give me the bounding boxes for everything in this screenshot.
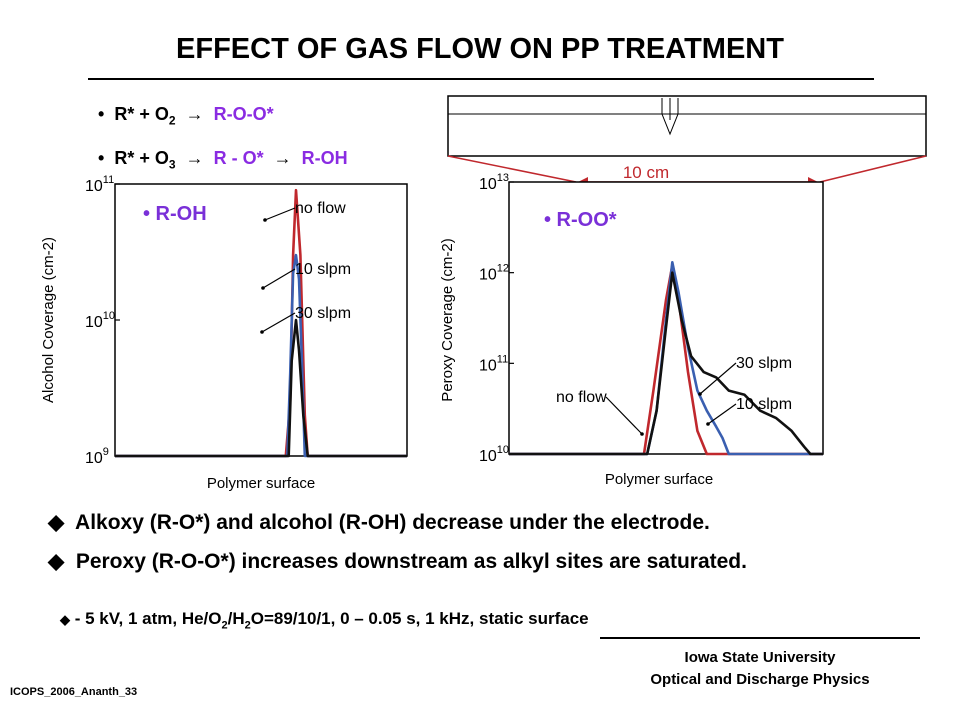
affiliation-line-2: Optical and Discharge Physics bbox=[650, 671, 870, 688]
diamond-bullet-icon: ◆ bbox=[48, 550, 65, 573]
y-tick-exponent: 11 bbox=[497, 353, 508, 365]
finding-2: ◆ Peroxy (R-O-O*) increases downstream a… bbox=[48, 549, 747, 574]
annotation-group: no flow 10 slpm 30 slpm bbox=[260, 200, 351, 334]
y-axis-label: Peroxy Coverage (cm-2) bbox=[439, 238, 456, 401]
y-tick-exponent: 13 bbox=[497, 172, 509, 184]
product-text: R-O-O* bbox=[213, 104, 274, 124]
slide-footer-id: ICOPS_2006_Ananth_33 bbox=[10, 686, 138, 698]
y-tick-label: 109 bbox=[85, 446, 109, 467]
y-tick-label: 1012 bbox=[479, 263, 509, 284]
electrode-box bbox=[447, 95, 927, 157]
annotation-arrowhead-icon bbox=[706, 422, 710, 426]
reaction-line-1: • R* + O2 → R-O-O* bbox=[98, 104, 274, 128]
y-tick-label: 1010 bbox=[85, 310, 115, 331]
subscript: 2 bbox=[244, 619, 251, 632]
subscript: 2 bbox=[221, 619, 228, 632]
annotation-arrowhead-icon bbox=[261, 286, 265, 290]
electrode-tip bbox=[661, 98, 679, 136]
y-tick-label: 1011 bbox=[85, 174, 114, 195]
series-annotation: no flow bbox=[295, 200, 346, 217]
affiliation-rule bbox=[600, 637, 920, 639]
x-axis-label: Polymer surface bbox=[207, 475, 315, 492]
y-tick-base: 10 bbox=[85, 450, 103, 467]
y-tick-base: 10 bbox=[479, 357, 497, 374]
conditions-text: O=89/10/1, 0 – 0.05 s, 1 kHz, static sur… bbox=[250, 609, 589, 628]
reactant-text: R* + O bbox=[114, 148, 169, 168]
subscript: 3 bbox=[168, 157, 176, 172]
annotation-arrowhead-icon bbox=[698, 392, 702, 396]
arrow-right-icon: → bbox=[273, 148, 292, 168]
y-tick-exponent: 10 bbox=[497, 444, 509, 456]
reaction-line-2: • R* + O3 → R - O* → R-OH bbox=[98, 148, 348, 172]
x-axis-label: Polymer surface bbox=[605, 471, 713, 488]
annotation-leader bbox=[261, 312, 296, 333]
inset-label: • R-OO* bbox=[544, 209, 617, 231]
span-label: 10 cm bbox=[623, 163, 669, 182]
y-axis-label: Alcohol Coverage (cm-2) bbox=[40, 237, 57, 403]
annotation-leader bbox=[707, 403, 737, 425]
series-annotation: 10 slpm bbox=[295, 261, 351, 278]
span-line-right bbox=[819, 155, 927, 183]
annotation-leader bbox=[699, 362, 737, 395]
y-tick-label: 1013 bbox=[479, 172, 509, 193]
annotation-leader bbox=[262, 268, 296, 289]
series-group bbox=[509, 261, 823, 456]
product-text: R-OH bbox=[301, 148, 348, 168]
finding-text: Alkoxy (R-O*) and alcohol (R-OH) decreas… bbox=[75, 511, 710, 534]
series-annotation: 10 slpm bbox=[736, 396, 792, 413]
annotation-leader bbox=[605, 396, 643, 435]
span-line-left bbox=[447, 155, 577, 183]
y-tick-label: 1010 bbox=[479, 444, 509, 465]
title-underline bbox=[88, 78, 874, 80]
annotation-arrowhead-icon bbox=[263, 218, 267, 222]
affiliation-line-1: Iowa State University bbox=[684, 649, 836, 666]
bullet: • bbox=[98, 148, 105, 168]
diamond-bullet-icon: ◆ bbox=[48, 511, 65, 534]
y-tick-exponent: 9 bbox=[103, 446, 109, 458]
y-tick-exponent: 12 bbox=[497, 263, 509, 275]
annotation-leader bbox=[264, 207, 296, 221]
conditions-line: ◆ - 5 kV, 1 atm, He/O2/H2O=89/10/1, 0 – … bbox=[60, 609, 589, 631]
series-annotation: 30 slpm bbox=[736, 355, 792, 372]
slide-title: EFFECT OF GAS FLOW ON PP TREATMENT bbox=[176, 33, 784, 65]
y-tick-base: 10 bbox=[479, 267, 497, 284]
y-tick-base: 10 bbox=[479, 448, 497, 465]
series-line-30-slpm bbox=[509, 271, 823, 456]
series-line-30-slpm bbox=[115, 318, 407, 458]
y-tick-base: 10 bbox=[85, 314, 103, 331]
conditions-text: - 5 kV, 1 atm, He/O bbox=[70, 609, 222, 628]
y-tick-exponent: 10 bbox=[103, 310, 115, 322]
arrow-right-icon: → bbox=[185, 148, 204, 168]
annotation-group: no flow 10 slpm 30 slpm bbox=[556, 355, 792, 436]
series-annotation: no flow bbox=[556, 389, 607, 406]
series-group bbox=[115, 188, 407, 458]
intermediate-text: R - O* bbox=[213, 148, 264, 168]
inset-label: • R-OH bbox=[143, 203, 207, 225]
diamond-bullet-icon: ◆ bbox=[60, 612, 70, 627]
y-tick-base: 10 bbox=[85, 178, 103, 195]
y-tick-label: 1011 bbox=[479, 353, 508, 374]
conditions-text: /H bbox=[227, 609, 245, 628]
bullet: • bbox=[98, 104, 105, 124]
annotation-arrowhead-icon bbox=[260, 330, 264, 334]
series-annotation: 30 slpm bbox=[295, 305, 351, 322]
finding-1: ◆ Alkoxy (R-O*) and alcohol (R-OH) decre… bbox=[48, 510, 710, 535]
arrow-right-icon: → bbox=[185, 104, 204, 124]
y-tick-exponent: 11 bbox=[103, 174, 114, 186]
annotation-arrowhead-icon bbox=[640, 432, 644, 436]
reactant-text: R* + O bbox=[114, 104, 169, 124]
y-tick-base: 10 bbox=[479, 176, 497, 193]
subscript: 2 bbox=[168, 113, 176, 128]
finding-text: Peroxy (R-O-O*) increases downstream as … bbox=[75, 550, 747, 573]
